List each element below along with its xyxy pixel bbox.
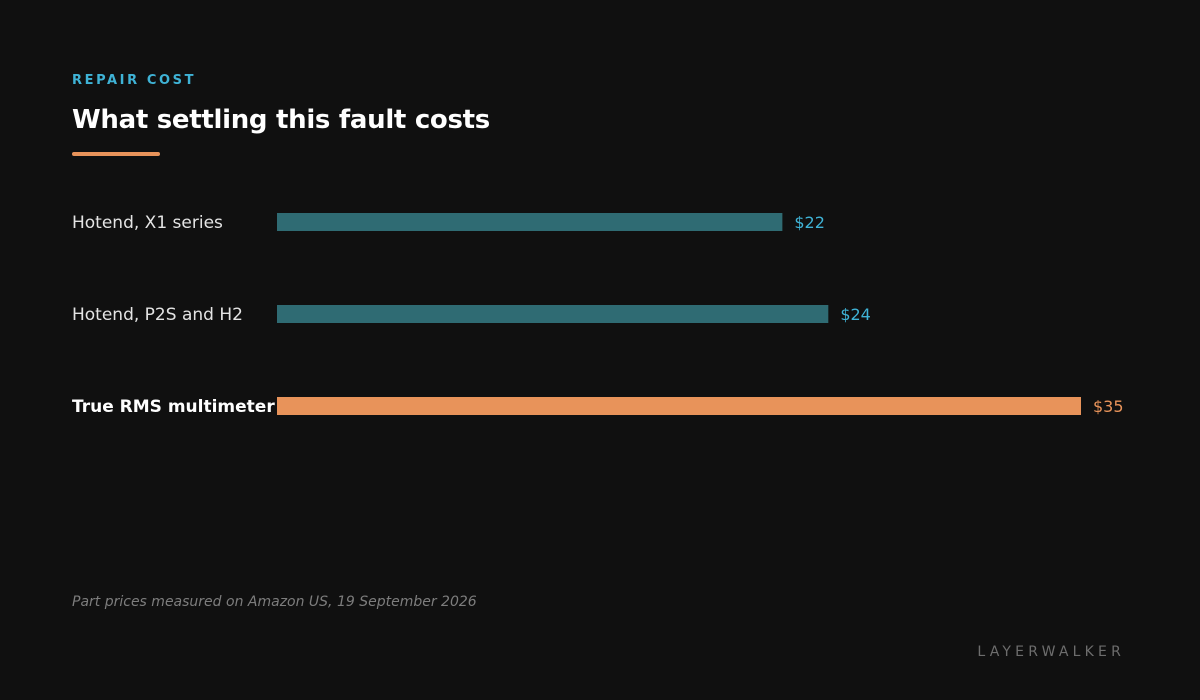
title-underline: [72, 152, 160, 156]
category-label: Hotend, P2S and H2: [72, 305, 243, 325]
category-label: True RMS multimeter: [72, 397, 275, 417]
brand-wordmark: LAYERWALKER: [977, 644, 1125, 660]
chart-kicker: REPAIR COST: [72, 73, 197, 88]
value-label: $35: [1093, 397, 1124, 416]
category-label: Hotend, X1 series: [72, 213, 223, 233]
bar: [277, 213, 783, 231]
value-label: $22: [794, 213, 825, 232]
bar: [277, 305, 829, 323]
chart-title: What settling this fault costs: [72, 105, 490, 135]
bar: [277, 397, 1081, 415]
source-footnote: Part prices measured on Amazon US, 19 Se…: [72, 594, 477, 610]
value-label: $24: [840, 305, 871, 324]
bar-chart: Hotend, X1 series $22 Hotend, P2S and H2 $2…: [72, 213, 1124, 417]
